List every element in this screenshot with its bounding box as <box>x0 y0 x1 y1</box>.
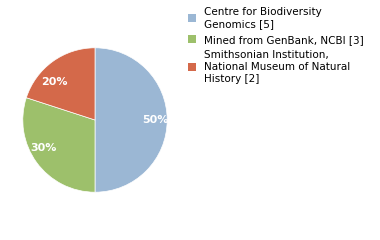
Legend: Centre for Biodiversity
Genomics [5], Mined from GenBank, NCBI [3], Smithsonian : Centre for Biodiversity Genomics [5], Mi… <box>186 5 366 86</box>
Text: 50%: 50% <box>142 115 168 125</box>
Text: 20%: 20% <box>41 77 67 87</box>
Wedge shape <box>23 98 95 192</box>
Wedge shape <box>95 48 167 192</box>
Text: 30%: 30% <box>31 143 57 153</box>
Wedge shape <box>26 48 95 120</box>
